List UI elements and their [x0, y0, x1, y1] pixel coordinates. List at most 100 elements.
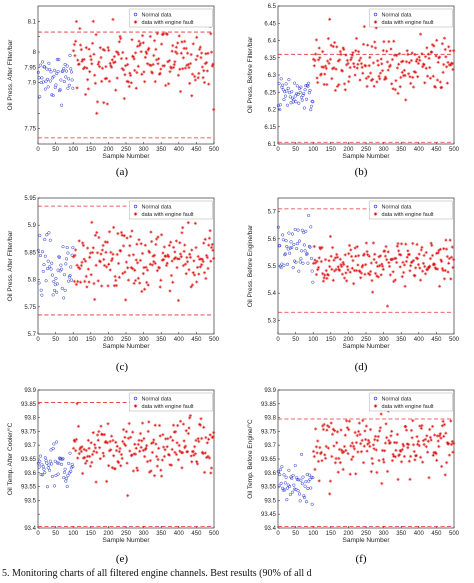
data-point-fault — [112, 55, 116, 59]
data-point-fault — [437, 434, 442, 438]
data-point-fault — [357, 58, 361, 63]
data-point-fault — [451, 450, 455, 454]
data-point-fault — [350, 53, 354, 57]
data-point-fault — [124, 64, 128, 68]
data-point-fault — [337, 456, 341, 461]
data-point-fault — [342, 82, 347, 86]
data-point-fault — [346, 61, 350, 66]
data-point-normal — [283, 253, 287, 257]
data-point-fault — [387, 65, 392, 69]
data-point-fault — [395, 66, 399, 70]
data-point-fault — [162, 245, 166, 249]
data-point-fault — [351, 258, 355, 263]
data-point-fault — [126, 62, 130, 67]
x-tick-label: 500 — [449, 531, 460, 537]
data-point-fault — [363, 429, 367, 433]
data-point-normal — [52, 484, 57, 488]
data-point-fault — [100, 66, 105, 70]
data-point-fault — [350, 441, 354, 445]
data-point-fault — [128, 234, 133, 239]
data-point-fault — [387, 261, 391, 265]
data-point-fault — [148, 262, 152, 266]
data-point-fault — [172, 257, 176, 261]
data-point-fault — [349, 254, 354, 258]
data-point-fault — [102, 101, 106, 105]
data-point-fault — [202, 241, 206, 245]
x-tick-label: 350 — [156, 531, 167, 537]
data-point-fault — [100, 79, 104, 83]
data-point-normal — [55, 290, 59, 294]
data-point-fault — [410, 436, 414, 440]
data-point-normal — [45, 77, 50, 81]
data-point-fault — [95, 230, 99, 235]
data-point-fault — [390, 82, 394, 86]
data-point-normal — [58, 88, 62, 92]
data-point-fault — [177, 34, 181, 38]
data-point-fault — [186, 450, 190, 454]
legend-label-normal: Normal data — [382, 205, 413, 211]
data-point-fault — [369, 78, 373, 83]
data-point-fault — [117, 450, 121, 454]
data-point-fault — [318, 56, 322, 60]
legend-label-fault: data with engine fault — [142, 20, 194, 26]
data-point-fault — [109, 259, 114, 263]
data-point-fault — [328, 479, 333, 483]
data-point-fault — [340, 264, 344, 269]
data-point-fault — [120, 233, 124, 237]
data-point-fault — [447, 442, 451, 446]
data-point-normal — [304, 84, 308, 88]
data-point-normal — [295, 242, 299, 246]
data-point-fault — [323, 273, 327, 277]
data-point-fault — [155, 454, 159, 459]
data-point-fault — [102, 48, 107, 52]
panel-label: (b) — [355, 166, 368, 178]
data-point-fault — [157, 446, 161, 450]
data-point-fault — [427, 265, 431, 270]
data-point-fault — [101, 47, 105, 52]
data-point-fault — [428, 257, 433, 261]
data-point-fault — [384, 77, 388, 81]
data-point-fault — [120, 456, 124, 461]
data-point-normal — [290, 476, 294, 480]
data-point-fault — [365, 84, 369, 88]
data-point-fault — [181, 263, 185, 268]
data-point-fault — [397, 62, 401, 66]
data-point-fault — [79, 449, 83, 454]
data-point-fault — [441, 419, 445, 423]
y-tick-label: 5.6 — [268, 237, 277, 243]
x-tick-label: 50 — [292, 531, 299, 537]
data-point-fault — [197, 257, 202, 261]
data-point-fault — [203, 237, 207, 241]
data-point-fault — [133, 452, 138, 456]
data-point-fault — [107, 464, 111, 468]
data-point-normal — [48, 468, 52, 472]
x-tick-label: 50 — [52, 147, 59, 153]
data-point-fault — [350, 266, 354, 270]
data-point-fault — [342, 444, 347, 449]
data-point-fault — [373, 46, 378, 50]
data-point-fault — [411, 443, 416, 447]
data-point-fault — [393, 278, 397, 282]
data-point-fault — [112, 454, 116, 458]
data-point-fault — [416, 263, 421, 267]
data-point-fault — [371, 443, 375, 447]
data-point-fault — [128, 71, 132, 75]
data-point-fault — [86, 267, 90, 271]
data-point-fault — [426, 439, 430, 443]
data-point-fault — [397, 252, 402, 257]
data-point-fault — [378, 254, 383, 258]
data-point-normal — [304, 97, 309, 101]
data-point-fault — [114, 283, 119, 288]
data-point-normal — [306, 261, 310, 265]
data-point-fault — [376, 264, 380, 268]
data-point-fault — [335, 84, 340, 88]
data-point-fault — [89, 273, 93, 277]
data-point-normal — [301, 93, 305, 97]
data-point-fault — [354, 254, 358, 258]
data-point-normal — [69, 265, 73, 269]
data-point-normal — [305, 83, 309, 87]
data-point-normal — [298, 90, 302, 94]
data-point-normal — [300, 452, 304, 456]
data-point-fault — [154, 47, 158, 51]
data-point-fault — [328, 234, 333, 238]
